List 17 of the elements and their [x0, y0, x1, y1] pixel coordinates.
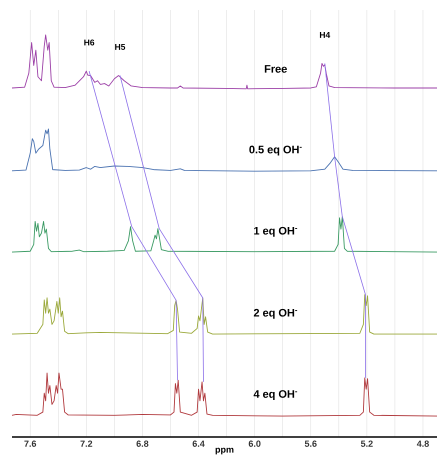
series-label: 2 eq OH$^{-}$ [254, 308, 298, 319]
x-tick-label: 6.0 [248, 440, 261, 447]
x-tick-label: 5.6 [304, 440, 317, 447]
annotation: H4 [320, 32, 330, 38]
x-tick-label: 7.6 [24, 440, 36, 447]
x-tick-label: 4.8 [416, 440, 429, 447]
series-label: 0.5 eq OH$^{-}$ [249, 146, 302, 156]
annotation: H6 [84, 39, 94, 46]
series-label: 4 eq OH$^{-}$ [254, 390, 298, 400]
x-tick-label: 6.4 [192, 440, 205, 447]
x-tick-label: 7.2 [80, 440, 92, 447]
x-axis-title: ppm [216, 448, 234, 454]
annotation: H5 [115, 44, 126, 50]
x-tick-label: 6.8 [136, 440, 148, 447]
series-label: Free [264, 65, 287, 73]
series-label: 1 eq OH$^{-}$ [254, 226, 298, 237]
x-tick-label: 5.2 [360, 440, 373, 447]
